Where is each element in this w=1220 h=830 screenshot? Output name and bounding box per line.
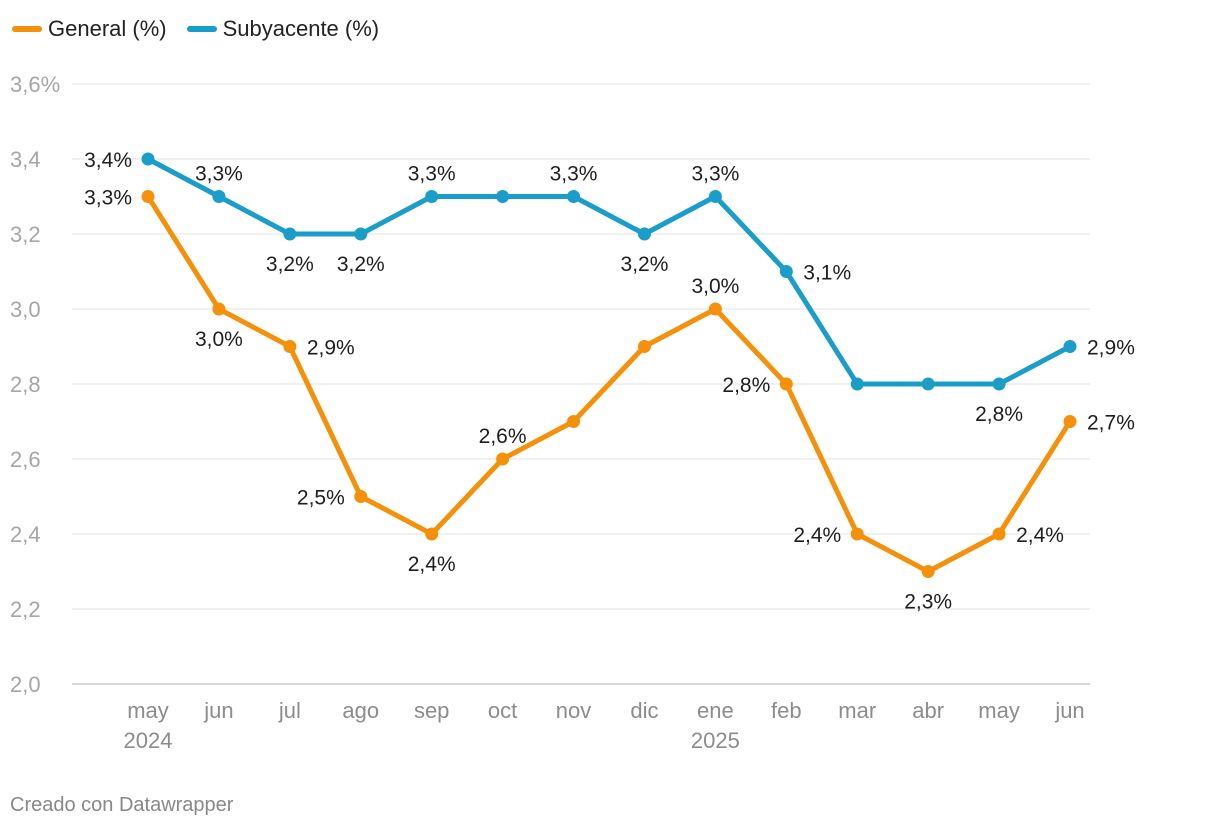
x-tick-label: abr: [912, 698, 944, 723]
x-tick-label: ene: [697, 698, 734, 723]
data-point-subyacente: [850, 377, 864, 391]
data-label-subyacente: 3,3%: [550, 163, 598, 186]
data-point-subyacente: [921, 377, 935, 391]
y-tick-label: 3,6%: [10, 72, 60, 97]
data-label-subyacente: 3,2%: [337, 253, 385, 276]
data-label-subyacente: 2,9%: [1087, 337, 1135, 360]
data-point-general: [212, 302, 226, 316]
series-line-subyacente: [145, 156, 1073, 387]
x-tick-label: ago: [342, 698, 379, 723]
data-label-general: 2,3%: [904, 591, 952, 614]
legend-swatch-subyacente: [186, 26, 217, 32]
line-chart: 2,0 2,2 2,4 2,6 2,8 3,0 3,2 3,4 3,6% may 2024 jun ju…: [10, 72, 1135, 753]
data-point-general: [425, 527, 439, 541]
data-label-subyacente: 3,2%: [266, 253, 314, 276]
data-label-general: 3,0%: [691, 275, 739, 298]
y-tick-label: 2,8: [10, 372, 41, 397]
data-label-general: 2,4%: [408, 553, 456, 576]
legend-swatch-general: [12, 26, 42, 32]
data-label-general: 3,3%: [84, 187, 132, 210]
x-tick-label: mar: [838, 698, 876, 723]
x-year-label: 2025: [691, 728, 740, 753]
y-tick-label: 2,0: [10, 672, 41, 697]
x-tick-label: sep: [414, 698, 449, 723]
data-point-general: [283, 340, 297, 353]
data-point-subyacente: [425, 190, 439, 203]
data-point-general: [708, 302, 722, 316]
legend-label-subyacente: Subyacente (%): [222, 16, 380, 41]
data-label-general: 2,8%: [722, 374, 770, 397]
data-label-general: 2,5%: [297, 487, 345, 510]
x-tick-label: nov: [556, 698, 591, 723]
data-point-subyacente: [708, 190, 722, 203]
data-label-general: 2,7%: [1087, 412, 1135, 435]
x-tick-label: jul: [278, 698, 301, 723]
data-point-general: [354, 490, 368, 503]
data-point-general: [850, 527, 864, 541]
data-point-subyacente: [141, 152, 155, 166]
data-point-subyacente: [779, 265, 793, 278]
data-point-general: [141, 190, 155, 203]
x-tick-label: jun: [1054, 698, 1084, 723]
legend-label-general: General (%): [48, 16, 167, 41]
data-label-subyacente: 3,1%: [803, 262, 851, 285]
data-label-subyacente: 3,3%: [195, 163, 243, 186]
data-point-general: [637, 340, 651, 353]
data-point-general: [567, 415, 581, 428]
data-point-subyacente: [212, 190, 226, 203]
data-point-general: [992, 527, 1006, 541]
data-point-general: [779, 377, 793, 391]
y-tick-label: 2,6: [10, 447, 41, 472]
y-tick-label: 2,2: [10, 597, 41, 622]
data-label-subyacente: 3,3%: [691, 163, 739, 186]
data-label-general: 2,9%: [307, 337, 355, 360]
data-point-general: [496, 452, 510, 466]
x-tick-label: feb: [771, 698, 802, 723]
footer-credit[interactable]: Creado con Datawrapper: [10, 794, 234, 816]
data-label-general: 2,4%: [1016, 524, 1064, 547]
x-tick-label: may: [978, 698, 1020, 723]
data-label-general: 3,0%: [195, 328, 243, 351]
data-point-general: [1063, 415, 1077, 428]
x-tick-label: jun: [203, 698, 233, 723]
x-tick-label: may: [127, 698, 169, 723]
data-point-subyacente: [354, 227, 368, 241]
legend-item-general: General (%): [12, 16, 167, 42]
data-label-subyacente: 3,4%: [84, 149, 132, 172]
data-point-subyacente: [283, 227, 297, 241]
data-point-subyacente: [637, 227, 651, 241]
x-tick-label: oct: [488, 698, 517, 723]
data-label-subyacente: 3,3%: [408, 163, 456, 186]
data-point-subyacente: [1063, 340, 1077, 353]
y-tick-label: 3,4: [10, 147, 41, 172]
data-point-general: [921, 565, 935, 578]
y-tick-label: 3,0: [10, 297, 41, 322]
data-label-general: 2,6%: [479, 425, 527, 448]
legend: General (%) Subyacente (%): [12, 16, 379, 42]
y-tick-label: 2,4: [10, 522, 41, 547]
data-point-subyacente: [496, 190, 510, 203]
x-tick-label: dic: [630, 698, 658, 723]
data-point-subyacente: [992, 377, 1006, 391]
series-line-general: [145, 194, 1073, 574]
data-label-subyacente: 2,8%: [975, 403, 1023, 426]
data-label-subyacente: 3,2%: [621, 253, 669, 276]
legend-item-subyacente: Subyacente (%): [186, 16, 380, 42]
x-year-label: 2024: [124, 728, 173, 753]
data-label-general: 2,4%: [793, 524, 841, 547]
y-tick-label: 3,2: [10, 222, 41, 247]
data-point-subyacente: [567, 190, 581, 203]
